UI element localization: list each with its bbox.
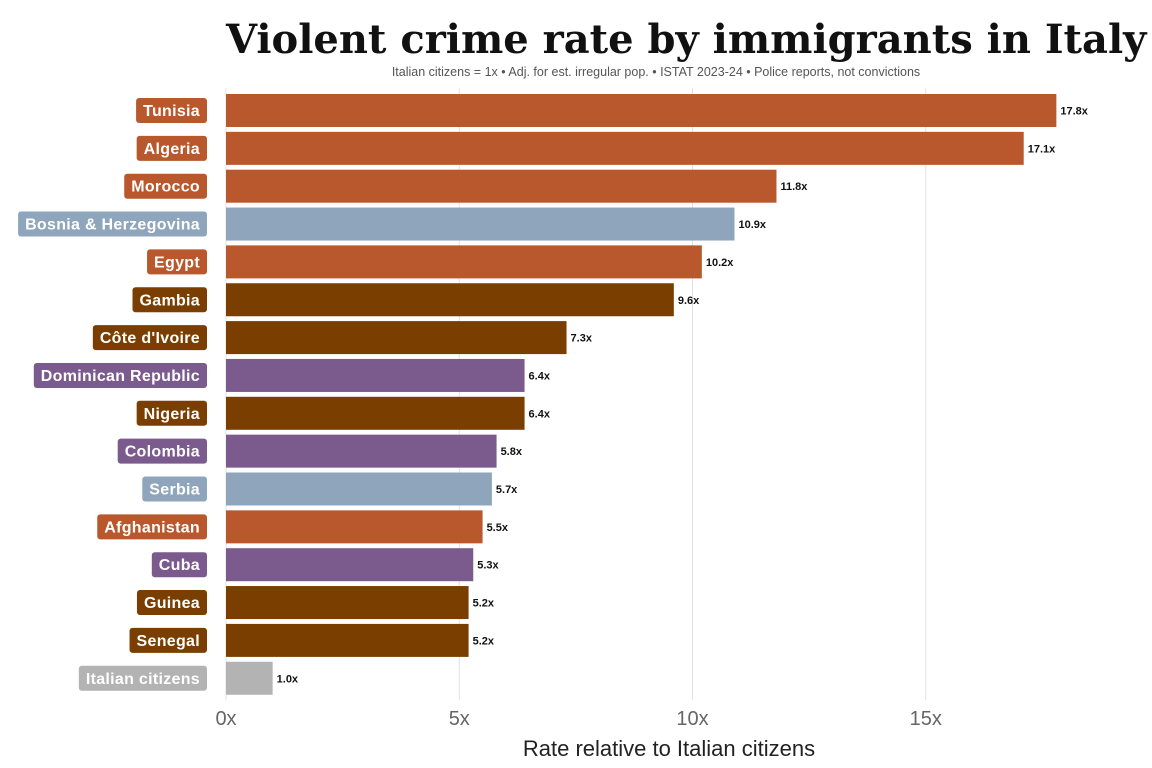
bar (226, 169, 777, 203)
data-label: 10.2x (706, 257, 734, 269)
category-tag-background (124, 173, 207, 199)
data-label: 5.2x (473, 635, 495, 647)
category-tag: Dominican Republic (33, 362, 207, 388)
category-label: Algeria (144, 141, 200, 158)
category-tag-background (142, 476, 207, 502)
category-tag-background (136, 98, 207, 123)
category-label: Côte d'Ivoire (100, 330, 200, 347)
category-tag: Morocco (124, 173, 207, 199)
data-label: 6.4x (529, 370, 551, 382)
data-label: 17.8x (1060, 106, 1088, 118)
bar (226, 434, 497, 468)
data-label: 5.8x (501, 446, 523, 458)
category-tag-background (151, 552, 207, 578)
data-label: 10.9x (738, 219, 766, 231)
category-tag-background (136, 400, 207, 426)
category-label: Gambia (140, 292, 201, 309)
bar (226, 245, 702, 279)
category-tag-background (33, 362, 207, 388)
bar (226, 472, 492, 506)
bar (226, 94, 1057, 127)
chart-title: Violent crime rate by immigrants in Ital… (226, 16, 1147, 63)
category-label: Tunisia (143, 103, 200, 120)
category-tag-background (97, 514, 207, 540)
category-tag: Colombia (117, 438, 207, 464)
data-label: 6.4x (529, 408, 551, 420)
category-tag: Tunisia (136, 98, 207, 123)
category-label: Bosnia & Herzegovina (25, 217, 200, 234)
category-tag-background (136, 135, 207, 161)
category-tag: Algeria (136, 135, 207, 161)
category-tag: Egypt (147, 249, 207, 275)
category-tag-background (132, 287, 207, 313)
category-label: Egypt (154, 254, 200, 271)
data-label: 17.1x (1028, 143, 1056, 155)
category-label: Morocco (131, 179, 200, 196)
data-label: 9.6x (678, 295, 700, 307)
data-label: 5.7x (496, 484, 518, 496)
bar (226, 396, 525, 430)
category-label: Senegal (137, 633, 200, 650)
data-label: 5.3x (477, 560, 499, 572)
x-tick-label: 0x (215, 708, 236, 730)
x-axis-label: Rate relative to Italian citizens (523, 736, 815, 761)
category-tag: Côte d'Ivoire (92, 325, 207, 351)
x-axis-ticks: 0x 5x 10x 15x (215, 708, 941, 730)
category-label: Dominican Republic (41, 368, 200, 385)
category-tag: Italian citizens (78, 665, 207, 691)
x-tick-label: 15x (910, 708, 942, 730)
category-tag-background (117, 438, 207, 464)
category-tag: Gambia (132, 287, 207, 313)
category-label: Guinea (144, 595, 200, 612)
category-label: Nigeria (144, 406, 200, 423)
data-label: 1.0x (277, 673, 299, 685)
bar (226, 510, 483, 544)
bar (226, 131, 1024, 165)
category-labels: Tunisia Algeria Morocco Bosnia & Herzegovin… (18, 98, 207, 691)
x-tick-label: 5x (449, 708, 470, 730)
category-tag: Nigeria (136, 400, 207, 426)
bars (226, 94, 1057, 695)
category-tag-background (78, 665, 207, 691)
category-tag-background (129, 627, 207, 653)
bar (226, 207, 735, 241)
data-label: 5.2x (473, 598, 495, 610)
bar (226, 283, 674, 317)
category-label: Afghanistan (104, 519, 200, 536)
category-tag: Guinea (136, 590, 207, 616)
category-tag-background (92, 325, 207, 351)
bar (226, 661, 273, 695)
bar (226, 321, 567, 355)
data-label: 5.5x (487, 522, 509, 534)
category-label: Colombia (125, 444, 200, 461)
data-label: 7.3x (571, 333, 593, 345)
category-tag: Senegal (129, 627, 207, 653)
category-tag-background (147, 249, 207, 275)
bar (226, 358, 525, 392)
category-label: Cuba (159, 557, 200, 574)
category-label: Serbia (149, 482, 200, 499)
bar (226, 586, 469, 620)
value-labels: 17.8x 17.1x 11.8x 10.9x 10.2x 9.6x 7.3x 6.4x 6.4… (277, 106, 1089, 686)
category-tag-background (136, 590, 207, 616)
x-tick-label: 10x (676, 708, 708, 730)
data-label: 11.8x (780, 181, 808, 193)
category-tag: Bosnia & Herzegovina (18, 211, 207, 237)
bar (226, 548, 474, 582)
category-tag: Afghanistan (97, 514, 207, 540)
category-tag: Serbia (142, 476, 207, 502)
category-tag: Cuba (151, 552, 207, 578)
bar (226, 623, 469, 657)
category-tag-background (18, 211, 207, 237)
category-label: Italian citizens (86, 671, 200, 688)
chart-subtitle: Italian citizens = 1x • Adj. for est. ir… (391, 65, 921, 79)
